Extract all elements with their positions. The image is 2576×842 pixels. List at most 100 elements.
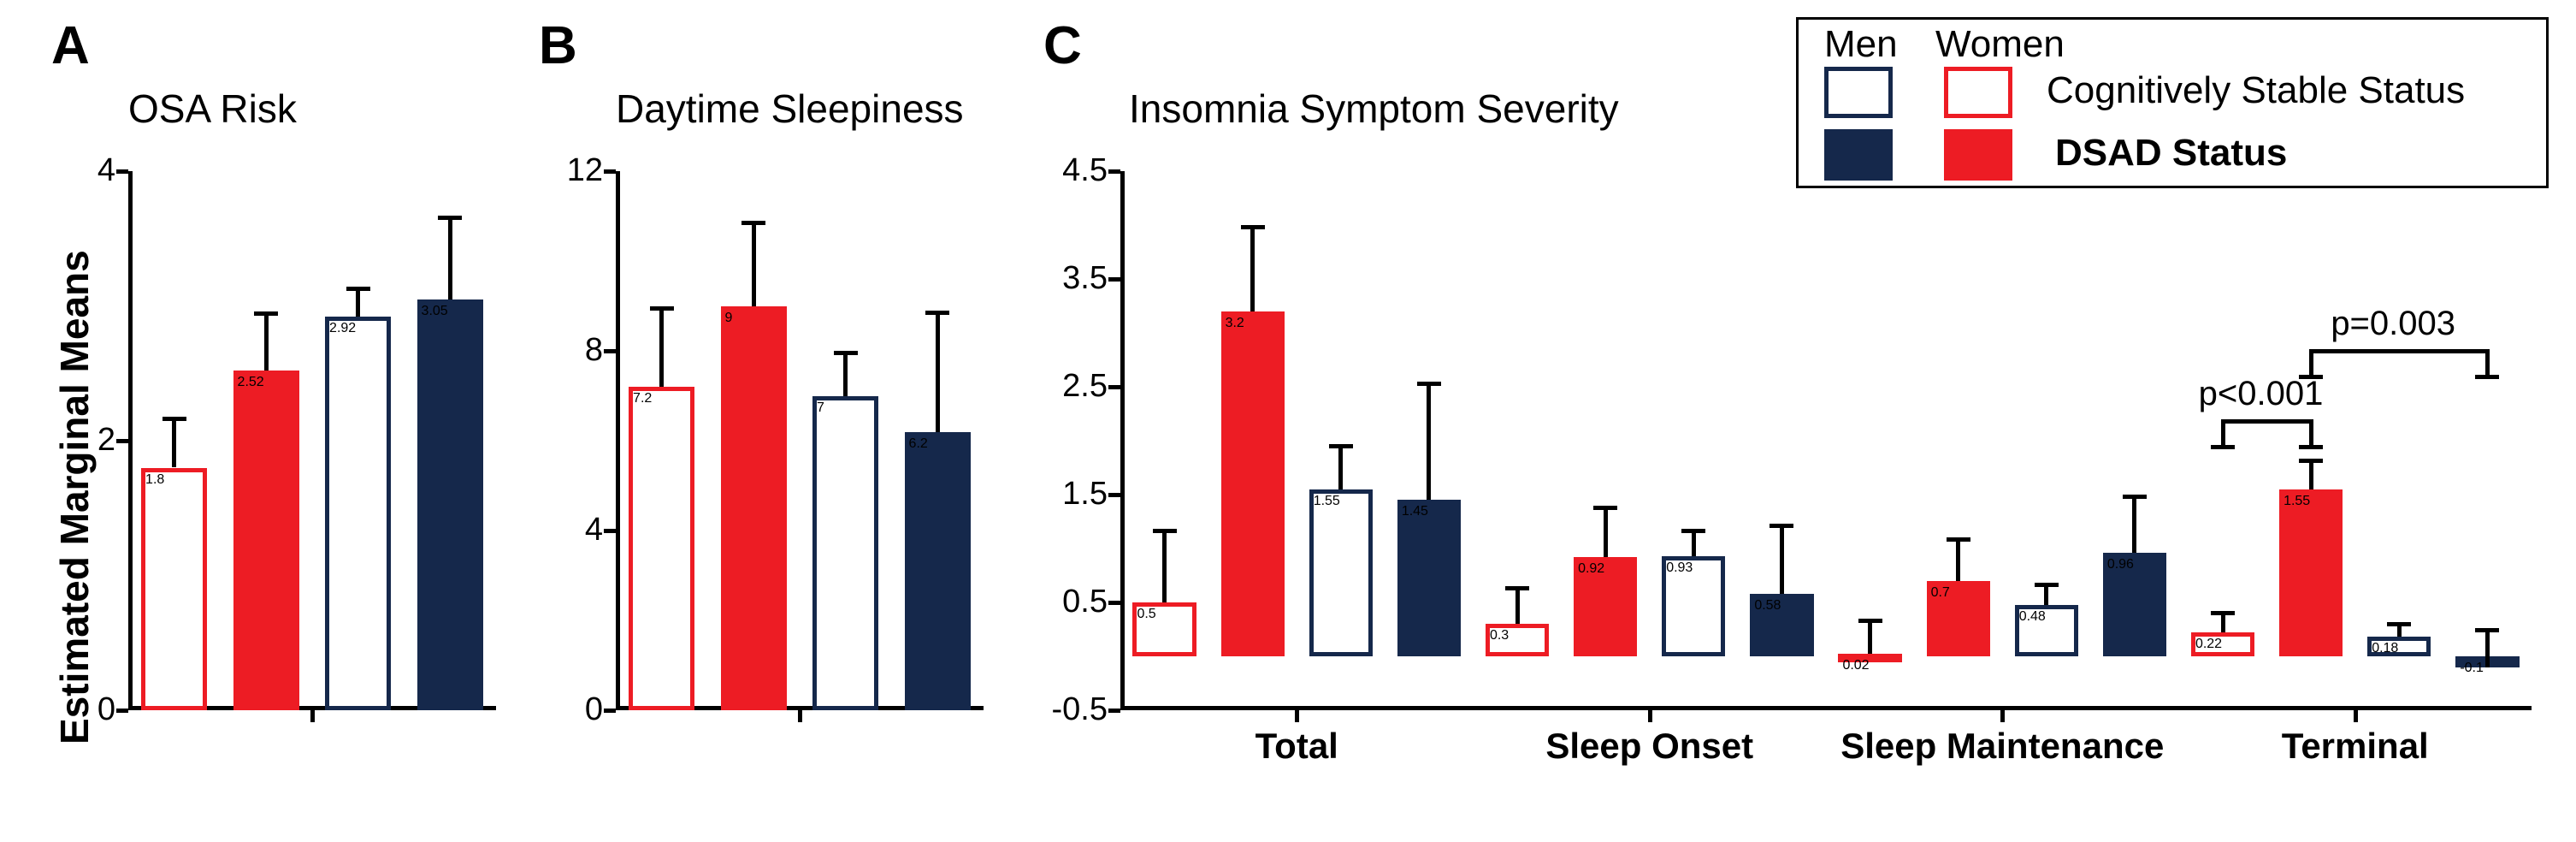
error-bar-stem [2309,459,2313,489]
x-axis [1120,706,2532,710]
x-tick [1648,710,1652,722]
y-tick-label: 4 [56,152,115,189]
y-tick [1108,709,1120,713]
error-bar-stem [936,311,940,432]
y-tick [116,709,128,713]
bar: 7.2 [629,387,694,710]
error-bar-stem [1515,586,1520,624]
x-tick [2354,710,2358,722]
bar: 1.55 [1309,489,1373,656]
y-axis [1120,171,1125,710]
error-bar-stem [1956,537,1960,580]
category-label: Sleep Maintenance [1826,726,2179,767]
error-bar-cap [2299,459,2323,463]
y-tick-label: -0.5 [1048,691,1108,728]
y-axis [616,171,620,710]
sig-label: p=0.003 [2331,305,2455,343]
error-bar-stem [356,287,360,317]
y-tick-label: 2.5 [1048,368,1108,405]
legend-swatch-women-stable [1944,67,2012,118]
error-bar-stem [2132,495,2136,553]
x-tick [310,710,315,722]
error-bar-cap [1593,506,1617,510]
panel-title-A: OSA Risk [128,86,297,132]
error-bar-cap [1241,225,1265,229]
x-tick [1295,710,1299,722]
error-bar-cap [925,311,949,315]
y-tick-label: 3.5 [1048,260,1108,297]
error-bar-cap [346,287,370,291]
error-bar-cap [162,417,186,421]
error-bar-cap [2035,583,2059,587]
y-tick-label: 4 [543,512,603,548]
error-bar-cap [254,311,278,316]
plot-C: 0.53.21.551.450.30.920.930.580.020.70.48… [1120,171,2532,710]
error-bar-stem [752,221,756,306]
error-bar-cap [834,351,858,355]
bar: 0.02 [1838,654,1901,662]
error-bar-cap [2387,622,2411,626]
error-bar-cap [1329,444,1353,448]
bar: 1.8 [141,468,207,711]
y-tick-label: 8 [543,332,603,369]
bar: 3.2 [1221,311,1285,656]
bar: 3.05 [417,299,483,710]
y-tick-label: 2 [56,422,115,459]
legend-swatch-men-stable [1824,67,1893,118]
plot-B: 7.2976.2 [616,171,984,710]
bar: 7 [812,396,878,711]
bar: 0.96 [2103,553,2166,656]
error-bar-stem [843,351,848,396]
error-bar-cap [438,216,462,220]
error-bar-cap [2123,495,2147,499]
y-tick [1108,277,1120,282]
y-tick-label: 0 [543,691,603,728]
x-tick [798,710,802,722]
error-bar-stem [1780,524,1784,594]
sig-bracket-v [2221,419,2225,445]
error-bar-stem [1604,506,1608,557]
bar: 2.92 [325,317,391,710]
bar: 0.5 [1132,602,1196,656]
legend-label-cog-stable: Cognitively Stable Status [2047,69,2465,112]
y-tick [116,169,128,174]
panel-title-B: Daytime Sleepiness [616,86,964,132]
y-axis [128,171,133,710]
panel-letter-A: A [51,15,90,76]
panel-letter-C: C [1043,15,1082,76]
error-bar-cap [1947,537,1970,542]
y-tick [604,709,616,713]
bar: 2.52 [233,371,299,710]
y-tick-label: 1.5 [1048,476,1108,513]
error-bar-cap [1417,382,1441,386]
y-tick [1108,169,1120,174]
error-bar-stem [1338,444,1343,489]
panel-letter-B: B [539,15,577,76]
bar: 6.2 [905,432,971,711]
error-bar-cap [741,221,765,225]
error-bar-cap [2475,628,2499,632]
error-bar-stem [1162,529,1167,602]
panel-title-C: Insomnia Symptom Severity [1129,86,1619,132]
figure-root: Estimated Marginal MeansMenWomenCognitiv… [0,0,2576,842]
y-tick [1108,601,1120,605]
bar: 0.3 [1486,624,1549,656]
bar: 0.58 [1750,594,1813,656]
y-tick [1108,493,1120,497]
y-tick-label: 0 [56,691,115,728]
x-tick [2000,710,2005,722]
bar: 1.55 [2279,489,2343,656]
bar: 0.18 [2367,637,2431,656]
plot-A: 1.8 2.52 2.92 3.05 [128,171,496,710]
y-tick [604,349,616,353]
error-bar-cap [1858,619,1882,623]
legend: MenWomenCognitively Stable StatusDSAD St… [1796,17,2549,188]
legend-header-men: Men [1824,23,1898,66]
legend-header-women: Women [1935,23,2065,66]
error-bar-stem [2485,628,2490,667]
error-bar-cap [650,306,674,311]
bar: 1.45 [1397,500,1461,656]
error-bar-cap [1681,529,1705,533]
sig-bracket-v [2485,349,2490,375]
sig-bracket-v [2309,419,2313,445]
